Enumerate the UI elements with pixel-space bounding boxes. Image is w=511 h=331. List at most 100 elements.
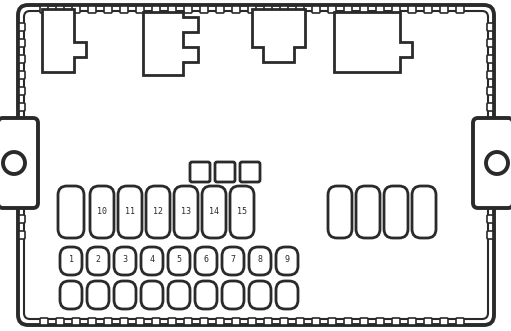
FancyBboxPatch shape [202,186,226,238]
FancyBboxPatch shape [88,6,96,13]
Polygon shape [143,12,198,75]
FancyBboxPatch shape [87,247,109,275]
FancyBboxPatch shape [215,162,235,182]
FancyBboxPatch shape [408,6,416,13]
FancyBboxPatch shape [344,318,352,325]
FancyBboxPatch shape [18,5,494,325]
FancyBboxPatch shape [264,318,272,325]
Text: 2: 2 [96,255,101,263]
FancyBboxPatch shape [487,23,493,31]
FancyBboxPatch shape [0,118,38,208]
FancyBboxPatch shape [58,186,84,238]
FancyBboxPatch shape [141,281,163,309]
FancyBboxPatch shape [312,318,320,325]
FancyBboxPatch shape [456,6,464,13]
FancyBboxPatch shape [487,199,493,207]
Text: 14: 14 [209,208,219,216]
FancyBboxPatch shape [19,103,25,111]
FancyBboxPatch shape [19,167,25,175]
FancyBboxPatch shape [168,6,176,13]
FancyBboxPatch shape [200,6,208,13]
FancyBboxPatch shape [296,318,304,325]
FancyBboxPatch shape [146,186,170,238]
FancyBboxPatch shape [40,6,48,13]
FancyBboxPatch shape [72,6,80,13]
FancyBboxPatch shape [88,318,96,325]
FancyBboxPatch shape [328,318,336,325]
FancyBboxPatch shape [19,39,25,47]
FancyBboxPatch shape [152,318,160,325]
FancyBboxPatch shape [264,6,272,13]
Text: 15: 15 [237,208,247,216]
Text: 9: 9 [285,255,290,263]
FancyBboxPatch shape [56,6,64,13]
Text: 12: 12 [153,208,163,216]
FancyBboxPatch shape [19,87,25,95]
FancyBboxPatch shape [72,318,80,325]
Text: 6: 6 [203,255,208,263]
FancyBboxPatch shape [487,71,493,79]
FancyBboxPatch shape [19,71,25,79]
FancyBboxPatch shape [184,318,192,325]
FancyBboxPatch shape [184,6,192,13]
FancyBboxPatch shape [344,6,352,13]
FancyBboxPatch shape [168,281,190,309]
FancyBboxPatch shape [216,6,224,13]
FancyBboxPatch shape [232,6,240,13]
FancyBboxPatch shape [19,199,25,207]
FancyBboxPatch shape [19,151,25,159]
FancyBboxPatch shape [104,318,112,325]
FancyBboxPatch shape [376,318,384,325]
FancyBboxPatch shape [249,281,271,309]
FancyBboxPatch shape [230,186,254,238]
FancyBboxPatch shape [487,119,493,127]
FancyBboxPatch shape [487,87,493,95]
FancyBboxPatch shape [487,135,493,143]
FancyBboxPatch shape [440,6,448,13]
Circle shape [486,152,508,174]
FancyBboxPatch shape [440,318,448,325]
FancyBboxPatch shape [56,318,64,325]
FancyBboxPatch shape [24,11,488,319]
Polygon shape [252,9,305,62]
Circle shape [3,152,25,174]
Text: 7: 7 [230,255,236,263]
FancyBboxPatch shape [473,118,511,208]
Text: 11: 11 [125,208,135,216]
FancyBboxPatch shape [120,6,128,13]
FancyBboxPatch shape [360,318,368,325]
FancyBboxPatch shape [232,318,240,325]
Polygon shape [334,12,412,72]
FancyBboxPatch shape [120,318,128,325]
FancyBboxPatch shape [487,103,493,111]
FancyBboxPatch shape [487,167,493,175]
FancyBboxPatch shape [90,186,114,238]
FancyBboxPatch shape [384,186,408,238]
FancyBboxPatch shape [19,135,25,143]
FancyBboxPatch shape [240,162,260,182]
FancyBboxPatch shape [152,6,160,13]
FancyBboxPatch shape [40,318,48,325]
FancyBboxPatch shape [19,231,25,239]
FancyBboxPatch shape [222,281,244,309]
FancyBboxPatch shape [141,247,163,275]
FancyBboxPatch shape [216,318,224,325]
FancyBboxPatch shape [296,6,304,13]
FancyBboxPatch shape [195,281,217,309]
FancyBboxPatch shape [328,6,336,13]
Text: 10: 10 [97,208,107,216]
FancyBboxPatch shape [19,23,25,31]
FancyBboxPatch shape [19,119,25,127]
FancyBboxPatch shape [200,318,208,325]
Text: 4: 4 [150,255,154,263]
FancyBboxPatch shape [487,183,493,191]
FancyBboxPatch shape [392,6,400,13]
FancyBboxPatch shape [114,247,136,275]
FancyBboxPatch shape [276,247,298,275]
FancyBboxPatch shape [19,55,25,63]
FancyBboxPatch shape [248,318,256,325]
FancyBboxPatch shape [276,281,298,309]
Text: 5: 5 [176,255,181,263]
FancyBboxPatch shape [424,318,432,325]
FancyBboxPatch shape [87,281,109,309]
